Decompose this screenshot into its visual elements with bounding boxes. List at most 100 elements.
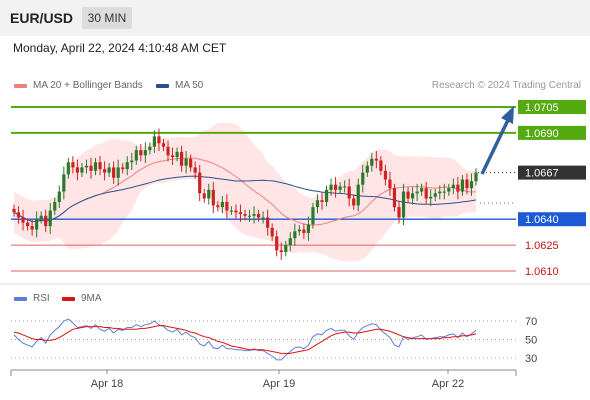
candle-body bbox=[256, 214, 261, 218]
candle-body bbox=[139, 150, 143, 156]
candle-body bbox=[374, 158, 378, 161]
candle-body bbox=[202, 193, 206, 199]
candle-body bbox=[12, 208, 16, 213]
candle-body bbox=[225, 201, 229, 211]
rsi-line bbox=[13, 318, 477, 361]
candle-body bbox=[98, 162, 102, 170]
candle-body bbox=[361, 172, 365, 185]
x-tick-label: Apr 18 bbox=[91, 378, 123, 390]
level-1-0667-label: 1.0667 bbox=[525, 168, 559, 180]
ma9-legend-label: 9MA bbox=[81, 293, 102, 304]
candle-body bbox=[370, 158, 374, 166]
candle-body bbox=[35, 219, 39, 230]
x-tick-label: Apr 19 bbox=[263, 378, 295, 390]
candle-body bbox=[266, 217, 270, 228]
level-1-0625-label: 1.0625 bbox=[525, 240, 559, 252]
candle-body bbox=[170, 155, 175, 158]
candle-body bbox=[365, 165, 369, 173]
candle-body bbox=[80, 167, 84, 173]
candle-body bbox=[401, 191, 406, 218]
candle-body bbox=[261, 217, 265, 219]
candle-body bbox=[338, 186, 342, 190]
forecast-arrow bbox=[480, 106, 514, 175]
candle-body bbox=[121, 167, 125, 170]
candle-body bbox=[71, 162, 75, 168]
candle-body bbox=[433, 193, 437, 197]
candle-body bbox=[152, 136, 157, 147]
candle-body bbox=[324, 189, 329, 202]
candle-body bbox=[107, 167, 111, 173]
candle-body bbox=[406, 191, 410, 199]
candle-body bbox=[379, 160, 383, 171]
instrument-name: EUR/USD bbox=[10, 10, 74, 26]
arrow-shaft bbox=[480, 119, 510, 175]
candle-body bbox=[198, 172, 202, 194]
level-1-0705-tag bbox=[518, 100, 586, 114]
candle-body bbox=[102, 169, 107, 173]
rsi-level-label-50: 50 bbox=[525, 335, 537, 347]
candle-body bbox=[356, 184, 360, 206]
candle-body bbox=[410, 193, 415, 199]
candle-body bbox=[293, 231, 297, 239]
level-1-0640-label: 1.0640 bbox=[525, 214, 559, 226]
candle-body bbox=[329, 184, 333, 190]
candle-body bbox=[429, 196, 433, 199]
x-tick-label: Apr 22 bbox=[432, 378, 464, 390]
level-1-0640-tag bbox=[518, 212, 586, 227]
candle-body bbox=[460, 179, 465, 192]
candle-body bbox=[179, 151, 184, 166]
candle-body bbox=[116, 167, 120, 178]
candle-body bbox=[247, 215, 252, 217]
candle-body bbox=[297, 229, 301, 232]
candle-body bbox=[93, 162, 98, 171]
candle-body bbox=[474, 172, 478, 182]
bb-legend-swatch bbox=[14, 84, 27, 88]
candle-body bbox=[44, 215, 48, 227]
candle-body bbox=[184, 158, 188, 166]
rsi-legend-label: RSI bbox=[33, 293, 50, 304]
candle-body bbox=[306, 224, 311, 234]
candle-body bbox=[216, 205, 220, 208]
candle-body bbox=[438, 191, 442, 194]
candle-body bbox=[207, 189, 211, 199]
candle-body bbox=[397, 207, 401, 218]
rsi-level-label-30: 30 bbox=[525, 353, 537, 365]
ma50-legend-swatch bbox=[156, 84, 169, 88]
bollinger-band-fill bbox=[14, 122, 476, 262]
candle-body bbox=[166, 146, 170, 156]
candle-body bbox=[347, 186, 351, 199]
candle-body bbox=[189, 158, 193, 168]
timeframe-button[interactable]: 30 MIN bbox=[82, 7, 132, 29]
candle-body bbox=[211, 189, 215, 206]
candle-body bbox=[270, 227, 274, 237]
candle-body bbox=[157, 136, 161, 144]
candle-body bbox=[311, 207, 315, 225]
candle-body bbox=[288, 238, 292, 246]
candle-body bbox=[243, 214, 247, 216]
level-1-0705-label: 1.0705 bbox=[525, 102, 559, 114]
candle-body bbox=[469, 181, 474, 189]
candle-body bbox=[16, 212, 21, 218]
candle-body bbox=[57, 191, 61, 202]
candle-body bbox=[465, 179, 469, 189]
candle-body bbox=[112, 167, 116, 178]
price-levels: 1.0705 1.0690 1.0667 1.0640 1.0625 1.0610 bbox=[11, 100, 586, 278]
candle-body bbox=[66, 162, 70, 175]
candle-body bbox=[148, 146, 152, 151]
rsi-ma9-line bbox=[13, 325, 477, 354]
candle-body bbox=[48, 210, 52, 227]
candle-body bbox=[333, 184, 338, 190]
arrow-head bbox=[501, 106, 514, 124]
rsi-level-label-70: 70 bbox=[525, 316, 537, 328]
rsi-panel: 70 50 30 bbox=[0, 283, 590, 365]
candle-body bbox=[130, 160, 134, 163]
candle-body bbox=[175, 151, 179, 158]
candle-body bbox=[193, 167, 197, 173]
candle-body bbox=[420, 188, 424, 192]
rsi-legend-swatch bbox=[14, 297, 27, 301]
ma9-legend-swatch bbox=[62, 297, 75, 301]
bb-legend-label: MA 20 + Bollinger Bands bbox=[33, 80, 143, 91]
candle-body bbox=[424, 188, 428, 199]
candle-body bbox=[388, 179, 392, 189]
